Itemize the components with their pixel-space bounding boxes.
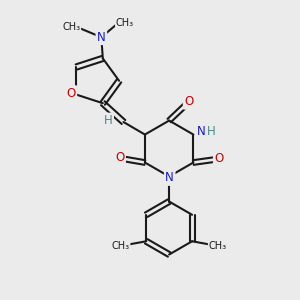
Text: O: O [115, 151, 124, 164]
Text: H: H [207, 124, 216, 137]
Text: O: O [184, 95, 194, 108]
Text: O: O [67, 87, 76, 100]
Text: H: H [104, 114, 112, 127]
Text: CH₃: CH₃ [208, 241, 227, 251]
Text: N: N [97, 31, 106, 44]
Text: CH₃: CH₃ [62, 22, 80, 32]
Text: O: O [214, 152, 224, 165]
Text: CH₃: CH₃ [116, 18, 134, 28]
Text: CH₃: CH₃ [112, 241, 130, 251]
Text: N: N [165, 172, 174, 184]
Text: N: N [197, 124, 206, 137]
